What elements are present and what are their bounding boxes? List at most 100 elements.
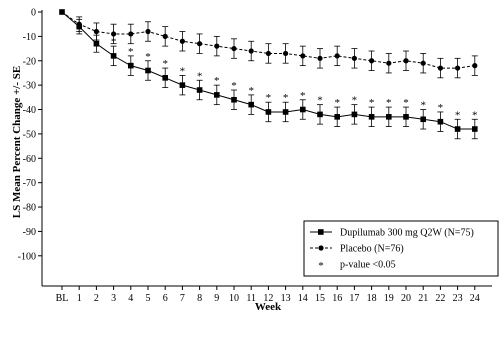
- data-point: [196, 87, 203, 93]
- x-tick-label: 4: [128, 293, 133, 304]
- significance-star: *: [386, 97, 392, 109]
- data-point: [93, 40, 100, 47]
- x-tick-label: 7: [180, 293, 185, 304]
- data-point: [437, 65, 443, 71]
- data-point: [300, 53, 306, 59]
- data-point: [145, 28, 151, 35]
- significance-star: *: [369, 97, 375, 109]
- data-point: [300, 106, 306, 113]
- data-point: [93, 28, 99, 35]
- data-point: [59, 9, 65, 15]
- x-tick-label: 9: [214, 293, 219, 304]
- data-point: [145, 67, 151, 74]
- data-point: [283, 50, 289, 57]
- y-tick-label: -70: [23, 178, 36, 189]
- x-tick-label: 10: [229, 293, 239, 304]
- significance-star: *: [197, 70, 203, 82]
- x-tick-label: 17: [349, 293, 359, 304]
- significance-star: *: [420, 100, 426, 112]
- data-point: [231, 96, 237, 103]
- y-axis-title: LS Mean Percent Change +/- SE: [11, 66, 23, 218]
- series-placebo: [59, 9, 478, 79]
- y-tick-label: -60: [23, 154, 36, 165]
- x-tick-label: 16: [332, 293, 342, 304]
- axes: [41, 10, 492, 287]
- significance-star: *: [352, 95, 358, 107]
- significance-star: *: [455, 109, 461, 121]
- x-axis-ticks: BL 1 2 3 4 5 6 7 8 9 10 11 12 13 14 15 16 17 18 19 20 21 22 23 2…: [56, 286, 480, 304]
- data-point: [386, 114, 392, 120]
- significance-star: *: [438, 102, 444, 114]
- data-point: [128, 62, 134, 69]
- data-point: [231, 45, 237, 52]
- data-point: [214, 43, 220, 49]
- legend-marker: [318, 229, 324, 235]
- significance-star: *: [180, 65, 186, 77]
- significance-star: *: [472, 109, 478, 121]
- significance-star: *: [248, 85, 254, 97]
- data-point: [403, 58, 409, 64]
- data-point: [111, 31, 117, 37]
- x-tick-label: 20: [401, 293, 411, 304]
- series-dupilumab: [59, 9, 478, 140]
- data-point: [420, 116, 426, 123]
- legend-label: p-value <0.05: [340, 260, 396, 271]
- data-point: [334, 53, 340, 59]
- data-point: [472, 63, 478, 69]
- legend-label: Dupilumab 300 mg Q2W (N=75): [340, 228, 474, 239]
- significance-star: *: [145, 51, 151, 63]
- data-point: [368, 114, 375, 120]
- data-point: [351, 55, 357, 61]
- y-tick-label: -80: [23, 203, 36, 214]
- y-tick-label: -100: [18, 251, 36, 262]
- x-tick-label: 21: [418, 293, 428, 304]
- legend-label: Placebo (N=76): [340, 244, 404, 255]
- significance-star: *: [334, 97, 340, 109]
- data-point: [386, 60, 392, 66]
- data-point: [162, 75, 168, 81]
- data-point: [369, 58, 375, 64]
- significance-star: *: [111, 36, 117, 48]
- y-tick-label: 0: [31, 8, 36, 19]
- significance-star: *: [162, 58, 168, 70]
- data-point: [162, 33, 168, 39]
- data-point: [437, 118, 444, 125]
- x-tick-label: 14: [298, 293, 308, 304]
- data-point: [420, 60, 426, 66]
- x-tick-label: 18: [367, 293, 377, 304]
- x-tick-label: 8: [197, 293, 202, 304]
- x-tick-label: 23: [453, 293, 463, 304]
- data-point: [265, 109, 272, 115]
- significance-star: *: [231, 80, 237, 92]
- y-tick-label: -50: [23, 129, 36, 140]
- significance-star: *: [214, 75, 220, 87]
- y-tick-label: -30: [23, 81, 36, 92]
- data-point: [317, 111, 323, 118]
- data-point: [472, 126, 478, 132]
- data-point: [403, 114, 409, 120]
- x-tick-label: 22: [435, 293, 445, 304]
- significance-star: *: [283, 92, 289, 104]
- y-tick-label: -40: [23, 105, 36, 116]
- data-point: [76, 21, 82, 27]
- x-axis-title: Week: [255, 301, 282, 313]
- legend-marker: *: [318, 260, 324, 272]
- x-tick-label: 19: [384, 293, 394, 304]
- data-point: [128, 31, 134, 37]
- data-point: [248, 101, 254, 108]
- data-point: [110, 53, 117, 59]
- y-tick-label: -20: [23, 56, 36, 67]
- data-point: [214, 92, 220, 98]
- data-point: [455, 65, 461, 71]
- data-point: [265, 50, 271, 57]
- x-tick-label: 11: [246, 293, 256, 304]
- y-axis-ticks: 0 -10 -20 -30 -40 -50 -60 -70 -80 -90 -100: [18, 8, 42, 262]
- x-tick-label: 1: [77, 293, 82, 304]
- significance-star: *: [266, 92, 272, 104]
- data-point: [248, 48, 254, 54]
- x-tick-label: 15: [315, 293, 325, 304]
- x-tick-label: 3: [111, 293, 116, 304]
- data-point: [454, 126, 461, 132]
- significance-star: *: [300, 90, 306, 102]
